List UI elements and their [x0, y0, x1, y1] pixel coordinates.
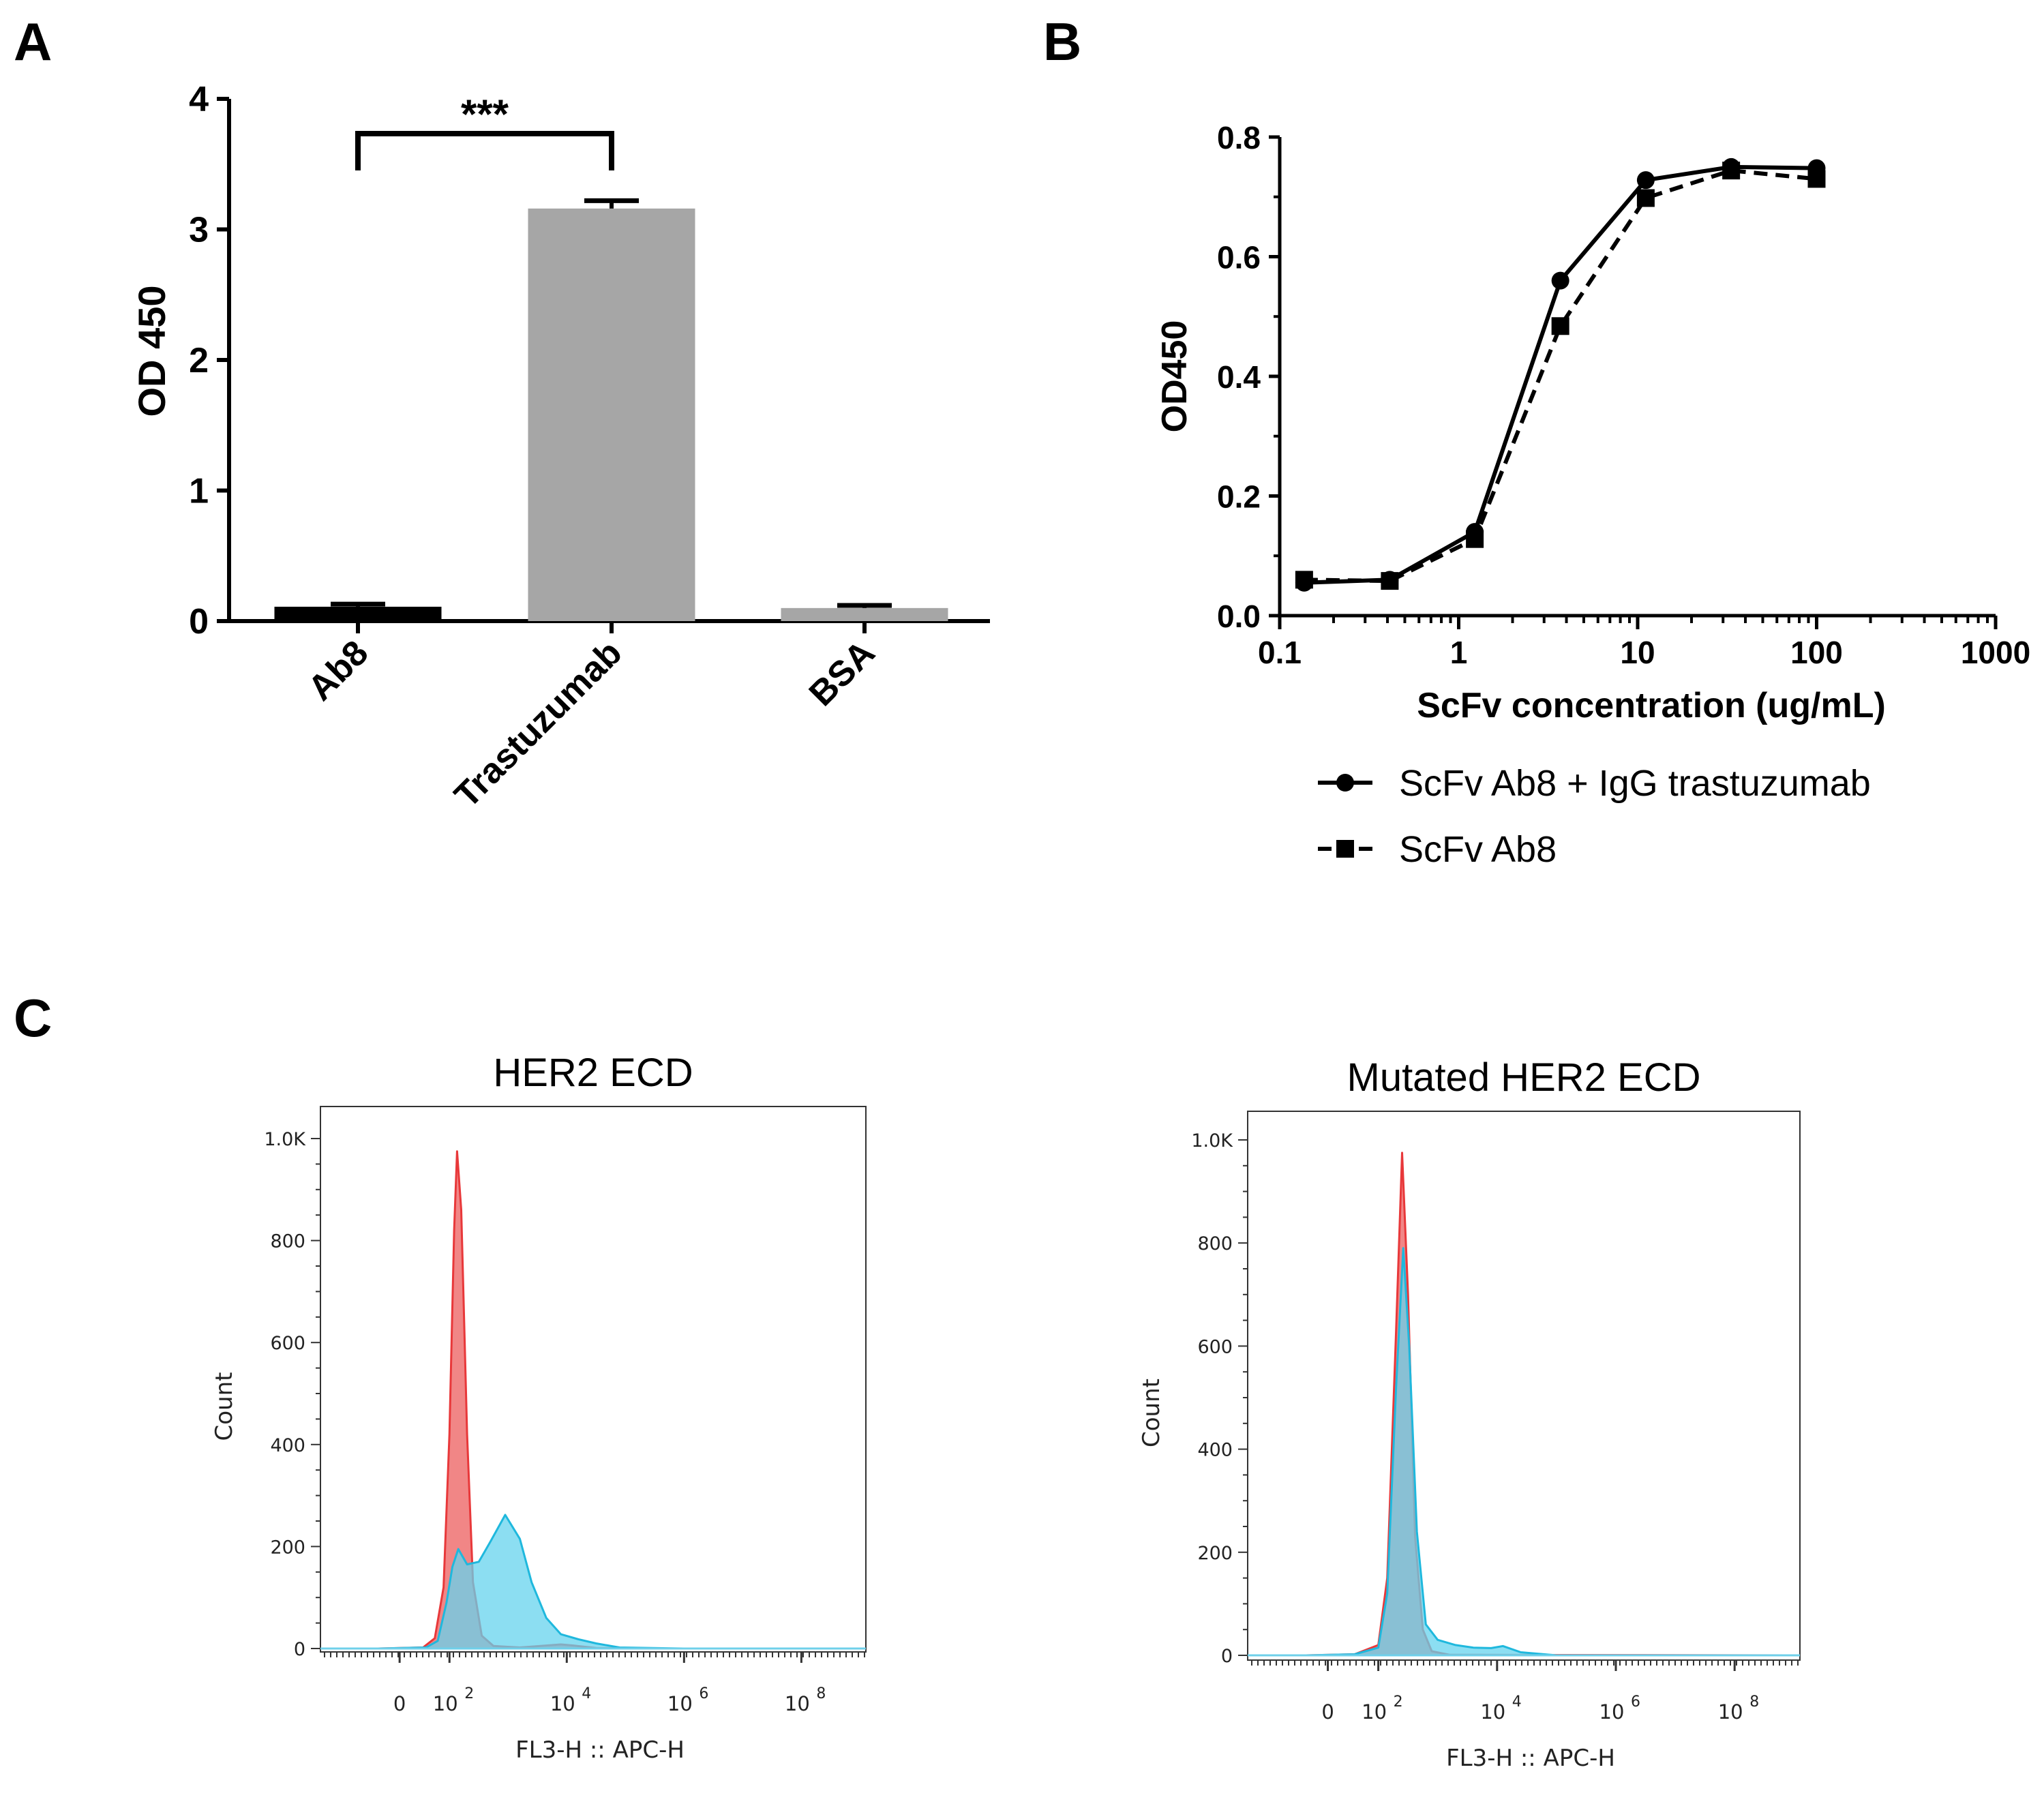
x-tick-exponent: 8 [1749, 1694, 1759, 1711]
x-tick-label-trastuzumab: Trastuzumab [447, 633, 630, 815]
series-line-1 [1304, 168, 1817, 584]
data-point-circle [1636, 171, 1655, 190]
y-tick-label: 600 [270, 1333, 305, 1354]
data-point-square [1551, 317, 1569, 335]
histogram-mutated-her2-ecd: Mutated HER2 ECD 0 200 400 600 800 1.0K 0 10 2 10 4… [1138, 1055, 1801, 1772]
x-tick-label: 10 [1620, 635, 1655, 670]
significance-stars: *** [461, 91, 509, 137]
panel-label-c: C [14, 988, 52, 1048]
line-chart-b: 0.0 0.2 0.4 0.6 0.8 0.1 1 10 100 1000 ScFv concent… [1155, 120, 2030, 870]
y-tick-label: 0 [189, 602, 209, 642]
plot-title: HER2 ECD [493, 1051, 693, 1095]
y-tick-label: 0 [294, 1639, 305, 1660]
x-tick-exponent: 2 [1394, 1694, 1403, 1711]
data-point-square [1722, 162, 1741, 180]
y-axis-label: Count [1138, 1379, 1165, 1447]
y-tick-label: 200 [1197, 1543, 1233, 1564]
y-axis-label: OD 450 [130, 286, 173, 417]
bar-chart-a: 0 1 2 3 4 OD 450 Ab8 Trastuzumab BSA *** [130, 80, 990, 815]
plot-frame [1247, 1111, 1801, 1661]
data-point-square [1381, 572, 1399, 590]
y-axis-label: Count [211, 1372, 238, 1441]
x-tick-label: 0.1 [1258, 635, 1302, 670]
x-tick-label: 10 [785, 1692, 810, 1715]
x-tick-label: 1 [1450, 635, 1468, 670]
data-point-square [1636, 189, 1655, 207]
y-tick-label: 2 [189, 341, 209, 380]
x-tick-label: 10 [550, 1692, 575, 1715]
x-tick-label-ab8: Ab8 [301, 633, 376, 708]
y-tick-label: 0.8 [1217, 120, 1261, 155]
legend-marker-square [1336, 840, 1354, 858]
significance-bracket [355, 131, 614, 170]
y-tick-label: 0.0 [1217, 599, 1261, 634]
x-tick-label: 0 [1321, 1700, 1334, 1724]
y-tick-label: 400 [1197, 1440, 1233, 1461]
panel-label-b: B [1043, 12, 1081, 72]
x-tick-exponent: 4 [582, 1685, 591, 1702]
plot-frame [320, 1106, 867, 1653]
x-tick-label: 10 [667, 1692, 693, 1715]
x-tick-label: 10 [1362, 1700, 1387, 1724]
data-point-square [1807, 170, 1826, 188]
y-tick-label: 600 [1197, 1336, 1233, 1357]
y-tick-label: 4 [189, 80, 209, 119]
x-tick-label: 10 [1480, 1700, 1505, 1724]
data-point-circle [1551, 271, 1569, 290]
x-tick-label: 0 [393, 1692, 406, 1715]
y-tick-label: 1 [189, 472, 209, 511]
y-tick-label: 400 [270, 1435, 305, 1456]
plot-title: Mutated HER2 ECD [1347, 1055, 1701, 1100]
x-tick-label-bsa: BSA [802, 633, 883, 714]
y-tick-label: 200 [270, 1537, 305, 1558]
y-tick-label: 800 [1197, 1233, 1233, 1254]
x-axis-label: ScFv concentration (ug/mL) [1417, 686, 1886, 725]
x-axis-label: FL3-H :: APC-H [515, 1736, 685, 1764]
y-tick-label: 800 [270, 1231, 305, 1252]
histogram-her2-ecd: HER2 ECD 0 200 400 600 800 1.0K 0 10 2 10 4 10 6 10 8 FL… [211, 1051, 867, 1764]
x-axis-label: FL3-H :: APC-H [1446, 1745, 1615, 1772]
series-line-0 [1304, 164, 1817, 585]
legend-label: ScFv Ab8 [1399, 829, 1557, 870]
y-tick-label: 0.6 [1217, 240, 1261, 275]
y-tick-label: 1.0K [264, 1129, 306, 1150]
x-tick-exponent: 6 [1631, 1694, 1640, 1711]
y-tick-label: 0.4 [1217, 359, 1261, 395]
legend-marker-circle [1336, 774, 1354, 792]
x-tick-label: 100 [1790, 635, 1843, 670]
data-point-square [1466, 530, 1484, 548]
y-tick-label: 0 [1221, 1646, 1233, 1667]
x-tick-label: 10 [1718, 1700, 1743, 1724]
legend-label: ScFv Ab8 + IgG trastuzumab [1399, 763, 1871, 804]
y-tick-label: 0.2 [1217, 479, 1261, 515]
bar-trastuzumab [528, 208, 695, 621]
x-tick-label: 10 [1599, 1700, 1625, 1724]
y-axis-label: OD450 [1155, 320, 1194, 433]
y-tick-label: 3 [189, 211, 209, 250]
bar-ab8 [274, 606, 442, 621]
histogram-ab8 [376, 1514, 856, 1650]
x-tick-label: 1000 [1961, 635, 2030, 670]
data-point-square [1295, 571, 1313, 589]
bar-bsa [781, 607, 948, 621]
y-tick-label: 1.0K [1191, 1130, 1233, 1152]
panel-label-a: A [14, 12, 52, 72]
x-tick-exponent: 2 [464, 1685, 474, 1702]
x-tick-exponent: 8 [816, 1685, 826, 1702]
x-tick-exponent: 6 [699, 1685, 708, 1702]
x-tick-label: 10 [433, 1692, 458, 1715]
x-tick-exponent: 4 [1512, 1694, 1522, 1711]
